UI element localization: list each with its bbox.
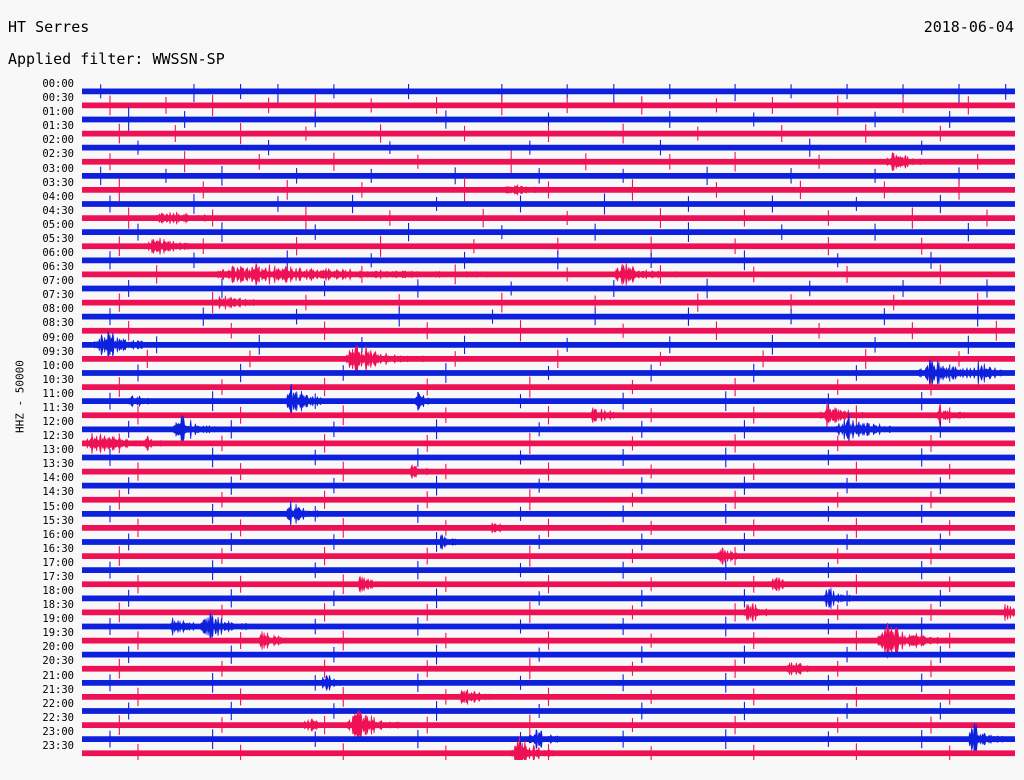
time-tick-label: 15:30	[42, 514, 74, 527]
plot-date: 2018-06-04	[923, 18, 1014, 36]
time-tick-label: 04:00	[42, 190, 74, 203]
time-tick-label: 09:00	[42, 331, 74, 344]
time-tick-label: 05:30	[42, 232, 74, 245]
time-tick-label: 06:30	[42, 261, 74, 274]
time-tick-label: 02:30	[42, 148, 74, 161]
seismogram-plot	[82, 84, 1015, 760]
time-tick-label: 08:30	[42, 317, 74, 330]
time-tick-label: 07:00	[42, 275, 74, 288]
time-tick-label: 13:00	[42, 444, 74, 457]
time-tick-label: 20:00	[42, 641, 74, 654]
time-tick-label: 15:00	[42, 500, 74, 513]
time-tick-label: 06:00	[42, 247, 74, 259]
time-tick-label: 11:00	[42, 387, 74, 400]
time-tick-label: 07:30	[42, 289, 74, 302]
station-title: HT Serres	[8, 18, 90, 36]
time-tick-label: 22:00	[42, 697, 74, 710]
time-tick-label: 17:00	[42, 556, 74, 569]
time-tick-label: 11:30	[42, 401, 74, 414]
time-tick-label: 12:30	[42, 430, 74, 443]
time-tick-label: 14:00	[42, 472, 74, 485]
time-tick-label: 19:00	[42, 613, 74, 626]
time-tick-label: 13:30	[42, 458, 74, 471]
time-tick-label: 22:30	[42, 711, 74, 724]
time-tick-label: 00:30	[42, 92, 74, 105]
time-tick-label: 19:30	[42, 627, 74, 640]
time-tick-label: 03:30	[42, 176, 74, 189]
time-tick-label: 20:30	[42, 655, 74, 668]
time-tick-column: 00:00 00:30 01:00 01:30 02:00 02:30 03:00 03:30…	[18, 78, 76, 760]
time-tick-label: 10:30	[42, 373, 74, 386]
time-tick-label: 02:00	[42, 134, 74, 147]
time-tick-label: 01:00	[42, 106, 74, 119]
time-tick-label: 14:30	[42, 486, 74, 499]
time-tick-label: 21:30	[42, 683, 74, 696]
time-tick-label: 17:30	[42, 570, 74, 583]
time-tick-label: 09:30	[42, 345, 74, 358]
time-tick-label: 01:30	[42, 120, 74, 133]
time-tick-label: 08:00	[42, 303, 74, 316]
time-tick-label: 00:00	[42, 78, 74, 90]
time-tick-label: 18:30	[42, 599, 74, 612]
time-tick-label: 18:00	[42, 585, 74, 597]
time-tick-label: 04:30	[42, 204, 74, 217]
time-tick-label: 16:00	[42, 528, 74, 541]
time-tick-label: 12:00	[42, 416, 74, 428]
time-tick-label: 21:00	[42, 669, 74, 682]
time-tick-label: 03:00	[42, 162, 74, 175]
time-tick-label: 16:30	[42, 542, 74, 555]
seismic-trace-canvas	[82, 84, 1015, 760]
time-tick-label: 05:00	[42, 218, 74, 231]
time-tick-label: 10:00	[42, 359, 74, 372]
applied-filter-label: Applied filter: WWSSN-SP	[8, 50, 225, 68]
time-tick-label: 23:30	[42, 739, 74, 752]
time-tick-label: 23:00	[42, 725, 74, 738]
